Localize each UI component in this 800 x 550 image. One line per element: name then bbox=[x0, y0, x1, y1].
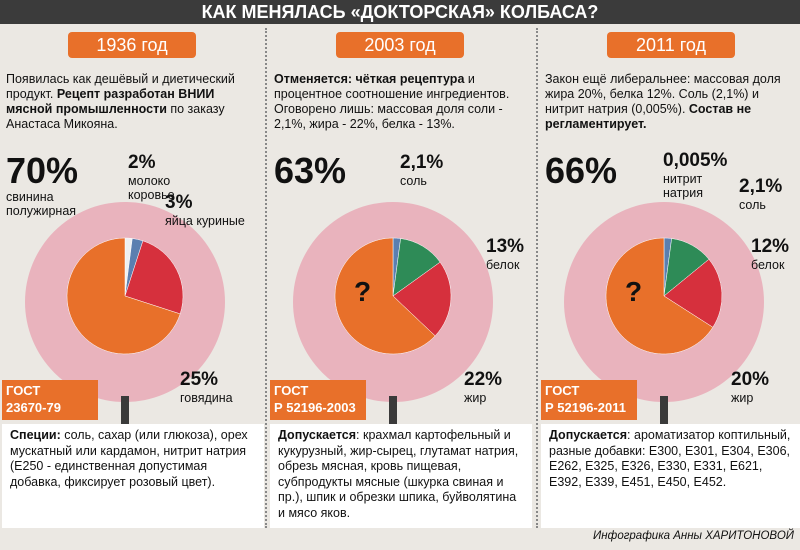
note-text: Специи: соль, сахар (или глюкоза), орех … bbox=[2, 424, 264, 528]
text-segment: Появилась как дешёвый и диетический прод… bbox=[6, 72, 235, 101]
value-label: 3% bbox=[165, 192, 193, 213]
separator bbox=[536, 28, 538, 528]
value-label: 0,005% bbox=[663, 150, 728, 171]
intro-text: Закон ещё либеральнее: массовая доля жир… bbox=[545, 72, 800, 132]
slice-label: 3% яйца куриные bbox=[165, 192, 245, 228]
skewer bbox=[389, 396, 397, 436]
value-label: 22% bbox=[464, 369, 503, 390]
category-label: белок bbox=[486, 258, 520, 272]
slice-label: 13% белок bbox=[486, 236, 566, 272]
text-segment: и процентное соотношение ингредиентов. О… bbox=[274, 72, 510, 131]
slice-label: 63% bbox=[274, 152, 384, 190]
category-label: молоко коровье bbox=[128, 174, 175, 202]
category-label: соль bbox=[739, 198, 766, 212]
gost-box: ГОСТ 23670-79 bbox=[2, 380, 98, 420]
slice-label: 70% свинина полужирная bbox=[6, 150, 116, 219]
gost-label: ГОСТ bbox=[545, 383, 580, 398]
category-label: свинина полужирная bbox=[6, 190, 77, 218]
pie-slice bbox=[605, 237, 714, 355]
skewer bbox=[660, 396, 668, 436]
intro-text: Появилась как дешёвый и диетический прод… bbox=[6, 72, 262, 132]
category-label: яйца куриные bbox=[165, 214, 245, 228]
value-label: 13% bbox=[486, 236, 525, 257]
text-segment: Специи: bbox=[10, 428, 61, 442]
pie-chart bbox=[25, 202, 225, 436]
skewer bbox=[121, 396, 129, 436]
value-label: 66% bbox=[545, 150, 618, 191]
value-label: 2,1% bbox=[739, 176, 783, 197]
gost-number: Р 52196-2003 bbox=[274, 400, 356, 415]
pie-slice bbox=[392, 261, 452, 337]
text-segment: : крахмал картофельный и кукурузный, жир… bbox=[278, 428, 519, 520]
value-label: 70% bbox=[6, 150, 79, 191]
value-label: 25% bbox=[180, 369, 219, 390]
year-badge: 2011 год bbox=[607, 32, 735, 58]
page-title: КАК МЕНЯЛАСЬ «ДОКТОРСКАЯ» КОЛБАСА? bbox=[0, 0, 800, 24]
value-label: 2% bbox=[128, 152, 156, 173]
category-label: жир bbox=[731, 391, 754, 405]
value-label: 12% bbox=[751, 236, 790, 257]
slice-label: 22% жир bbox=[464, 369, 544, 405]
slice-label: 2,1% соль bbox=[739, 176, 800, 212]
text-segment: Допускается bbox=[549, 428, 628, 442]
annotation: ? bbox=[354, 276, 372, 307]
slice-label: 2% молоко коровье bbox=[128, 152, 208, 202]
text-segment: по заказу Анастаса Микояна. bbox=[6, 102, 225, 131]
column: 2003 год Отменяется: чёткая рецептура и п… bbox=[268, 24, 534, 528]
value-label: 63% bbox=[274, 150, 347, 191]
pie-slice bbox=[66, 237, 181, 355]
text-segment: Отменяется: чёткая рецептура bbox=[274, 72, 465, 86]
separator bbox=[265, 28, 267, 528]
slice-label: 25% говядина bbox=[180, 369, 260, 405]
gost-box: ГОСТ Р 52196-2003 bbox=[270, 380, 366, 420]
year-badge: 2003 год bbox=[336, 32, 464, 58]
column: 1936 год Появилась как дешёвый и диетичес… bbox=[0, 24, 266, 528]
gost-box: ГОСТ Р 52196-2011 bbox=[541, 380, 637, 420]
text-segment: Закон ещё либеральнее: массовая доля жир… bbox=[545, 72, 781, 116]
category-label: жир bbox=[464, 391, 487, 405]
pie-slice bbox=[124, 240, 184, 315]
slice-label: 12% белок bbox=[751, 236, 800, 272]
text-segment: Рецепт разработан ВНИИ мясной промышленн… bbox=[6, 87, 215, 116]
year-badge: 1936 год bbox=[68, 32, 196, 58]
slice-label: 0,005% нитрит натрия bbox=[663, 150, 743, 200]
slice-label: 20% жир bbox=[731, 369, 800, 405]
credit: Инфографика Анны ХАРИТОНОВОЙ bbox=[593, 530, 794, 542]
gost-label: ГОСТ bbox=[6, 383, 41, 398]
category-label: белок bbox=[751, 258, 785, 272]
pie-chart bbox=[564, 202, 764, 436]
slice-label: 66% bbox=[545, 152, 655, 190]
pie-slice bbox=[663, 258, 723, 328]
note-text: Допускается: ароматизатор коптильный, ра… bbox=[541, 424, 800, 528]
annotation: ? bbox=[625, 276, 643, 307]
intro-text: Отменяется: чёткая рецептура и процентно… bbox=[274, 72, 530, 132]
note-text: Допускается: крахмал картофельный и куку… bbox=[270, 424, 532, 528]
pie-chart bbox=[293, 202, 493, 436]
text-segment: соль, сахар (или глюкоза), орех мускатны… bbox=[10, 428, 248, 489]
gost-number: 23670-79 bbox=[6, 400, 61, 415]
value-label: 20% bbox=[731, 369, 770, 390]
gost-number: Р 52196-2011 bbox=[545, 400, 626, 415]
column: 2011 год Закон ещё либеральнее: массовая … bbox=[539, 24, 800, 528]
category-label: соль bbox=[400, 174, 427, 188]
pie-slice bbox=[334, 237, 436, 355]
category-label: нитрит натрия bbox=[663, 172, 704, 200]
text-segment: Допускается bbox=[278, 428, 357, 442]
gost-label: ГОСТ bbox=[274, 383, 309, 398]
slice-label: 2,1% соль bbox=[400, 152, 480, 188]
category-label: говядина bbox=[180, 391, 233, 405]
text-segment: Состав не регламентирует. bbox=[545, 102, 752, 131]
text-segment: : ароматизатор коптильный, разные добавк… bbox=[549, 428, 791, 489]
value-label: 2,1% bbox=[400, 152, 444, 173]
